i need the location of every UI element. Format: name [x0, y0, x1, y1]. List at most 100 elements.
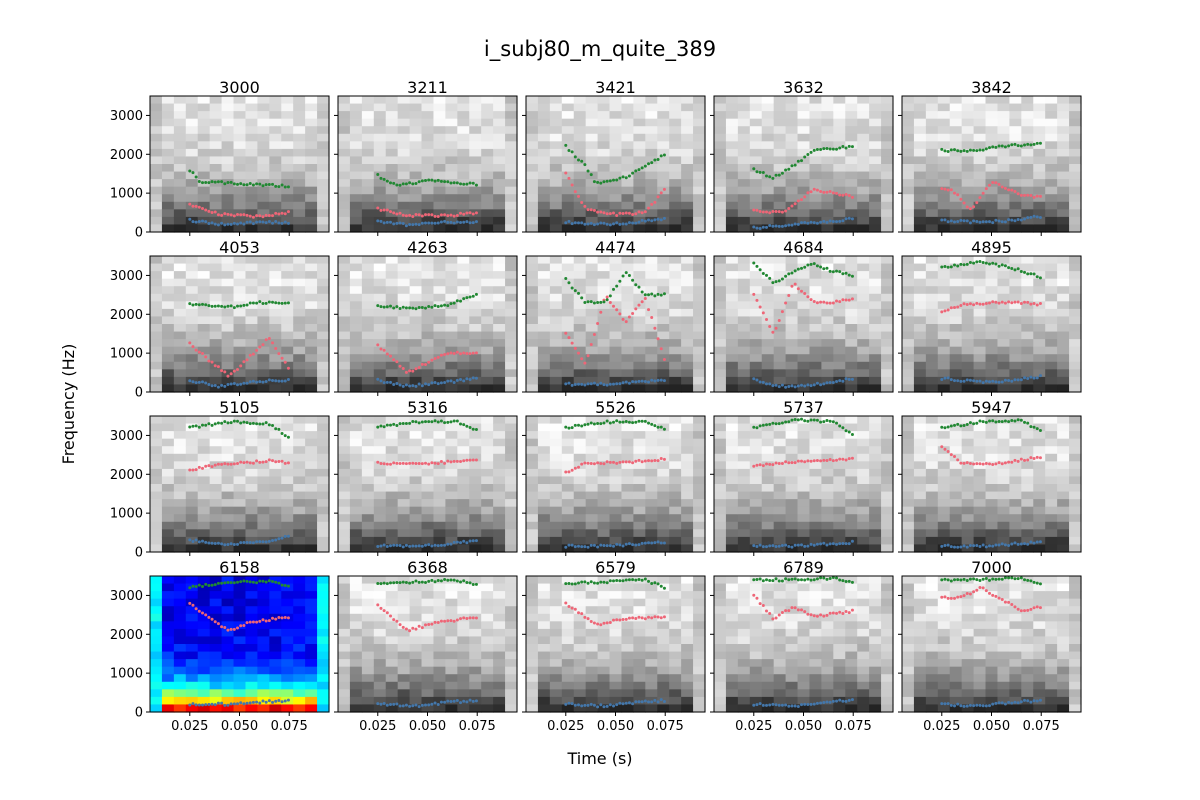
- spectrogram-cell: [161, 484, 175, 493]
- spectrogram-cell: [197, 171, 211, 180]
- spectrogram-cell: [281, 361, 294, 370]
- spectrogram-cell: [397, 271, 411, 280]
- spectrogram-cell: [421, 118, 435, 127]
- f3-point: [943, 149, 947, 153]
- spectrogram-cell: [317, 224, 330, 233]
- f2-point: [267, 337, 271, 341]
- f3-point: [271, 300, 275, 304]
- spectrogram-cell: [585, 521, 599, 530]
- spectrogram-cell: [549, 263, 563, 272]
- spectrogram-cell: [1009, 96, 1022, 105]
- spectrogram-cell: [913, 316, 927, 325]
- spectrogram-cell: [361, 271, 375, 280]
- f1-point: [608, 382, 612, 386]
- spectrogram-cell: [693, 384, 706, 393]
- f3-point: [596, 421, 600, 425]
- spectrogram-cell: [621, 103, 634, 112]
- spectrogram-cell: [421, 156, 435, 165]
- spectrogram-cell: [902, 179, 915, 188]
- spectrogram-cell: [185, 194, 199, 203]
- spectrogram-cell: [857, 263, 870, 272]
- f3-point: [210, 180, 214, 184]
- spectrogram-cell: [714, 286, 727, 295]
- spectrogram-cell: [857, 194, 870, 203]
- f2-point: [621, 211, 625, 215]
- spectrogram-cell: [317, 529, 330, 538]
- f2-point: [452, 459, 456, 463]
- f2-point: [953, 306, 957, 310]
- spectrogram-cell: [573, 186, 587, 195]
- spectrogram-cell: [469, 438, 482, 447]
- spectrogram-cell: [293, 118, 306, 127]
- spectrogram-cell: [913, 278, 927, 287]
- spectrogram-cell: [361, 111, 375, 120]
- spectrogram-cell: [561, 339, 575, 348]
- f1-point: [991, 379, 995, 383]
- f2-point: [401, 461, 405, 465]
- spectrogram-cell: [349, 148, 363, 158]
- f2-point: [777, 319, 781, 323]
- spectrogram-cell: [669, 179, 682, 188]
- spectrogram-cell: [645, 468, 658, 478]
- spectrogram-cell: [597, 521, 611, 530]
- spectrogram-cell: [949, 164, 963, 173]
- spectrogram-cell: [317, 506, 330, 515]
- spectrogram-cell: [937, 164, 951, 173]
- spectrogram-cell: [269, 256, 282, 265]
- spectrogram-cell: [221, 506, 235, 515]
- spectrogram-cell: [681, 141, 694, 150]
- f1-track: [752, 377, 854, 389]
- f3-point: [815, 264, 819, 268]
- spectrogram-cell: [373, 369, 387, 378]
- spectrogram-cell: [821, 324, 834, 333]
- spectrogram-cell: [457, 96, 470, 105]
- spectrogram-cell: [349, 118, 363, 127]
- spectrogram-cell: [526, 194, 539, 203]
- spectrogram-cell: [714, 506, 727, 515]
- spectrogram-cell: [621, 536, 634, 546]
- spectrogram-cell: [809, 216, 822, 226]
- spectrogram-cell: [597, 133, 611, 142]
- spectrogram-cell: [338, 506, 351, 515]
- f1-point: [991, 221, 995, 225]
- f1-point: [459, 541, 463, 545]
- spectrogram-cell: [549, 506, 563, 515]
- spectrogram-cell: [373, 521, 387, 530]
- spectrogram-cell: [845, 263, 858, 272]
- f3-point: [1016, 144, 1020, 148]
- spectrogram-cell: [573, 416, 587, 425]
- spectrogram-cell: [833, 179, 846, 188]
- spectrogram-cell: [305, 316, 318, 325]
- spectrogram-cell: [317, 308, 330, 318]
- spectrogram-cell: [902, 201, 915, 210]
- spectrogram-cell: [305, 491, 318, 500]
- f1-point: [452, 381, 456, 385]
- panel-3421: 3421: [522, 78, 706, 236]
- spectrogram-cell: [725, 316, 739, 325]
- spectrogram-cell: [197, 148, 211, 158]
- spectrogram-cell: [173, 111, 187, 120]
- f3-point: [972, 261, 976, 265]
- spectrogram-cell: [633, 544, 646, 553]
- spectrogram-cell: [197, 201, 211, 210]
- f2-track: [376, 458, 478, 466]
- spectrogram-cell: [693, 96, 706, 105]
- spectrogram-cell: [281, 476, 294, 485]
- spectrogram-cell: [233, 514, 247, 523]
- spectrogram-cell: [197, 369, 211, 378]
- f1-point: [812, 221, 816, 225]
- f3-point: [847, 144, 851, 148]
- spectrogram-cell: [281, 118, 294, 127]
- f3-point: [1010, 267, 1014, 271]
- spectrogram-cell: [361, 103, 375, 112]
- spectrogram-cell: [669, 354, 682, 363]
- f2-point: [420, 362, 424, 366]
- spectrogram-cell: [445, 316, 458, 325]
- f3-point: [650, 161, 654, 165]
- f3-point: [612, 420, 616, 424]
- spectrogram-cell: [469, 529, 482, 538]
- f3-point: [605, 179, 609, 183]
- spectrogram-cell: [785, 263, 799, 272]
- f1-point: [424, 543, 428, 547]
- spectrogram-cell: [633, 118, 646, 127]
